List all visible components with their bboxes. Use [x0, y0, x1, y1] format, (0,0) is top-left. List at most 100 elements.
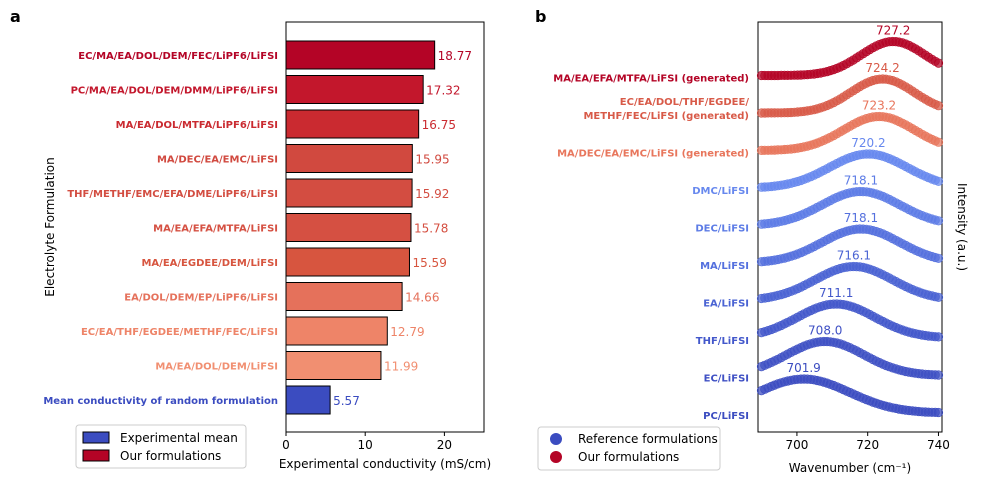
- value-label-1: 17.32: [426, 84, 460, 98]
- value-label-4: 15.92: [415, 187, 449, 201]
- peak-label-7: 723.2: [862, 99, 896, 113]
- point-5-54: [933, 216, 944, 226]
- point-2-54: [933, 332, 944, 342]
- series-name-4: MA/LiFSI: [700, 261, 749, 272]
- category-label-5: MA/EA/EFA/MTFA/LiFSI: [153, 224, 278, 235]
- value-label-6: 15.59: [412, 256, 446, 270]
- value-label-9: 11.99: [384, 360, 418, 374]
- x-tick-label-2: 20: [437, 438, 452, 452]
- category-label-4: THF/METHF/EMC/EFA/DME/LiPF6/LiFSI: [67, 189, 278, 200]
- b-x-tick-label-2: 740: [927, 438, 950, 452]
- point-8-54: [933, 101, 944, 111]
- series-4: [756, 224, 944, 267]
- peak-label-2: 711.1: [819, 286, 853, 300]
- panel-b-peak-labels: 701.9 708.0 711.1 716.1 718.1 718.1 720.2 723.2…: [786, 24, 910, 376]
- bar-9: [285, 351, 382, 380]
- x-tick-label-0: 0: [282, 438, 290, 452]
- panel-a-x-axis-title: Experimental conductivity (mS/cm): [279, 457, 491, 471]
- panel-a-label: a: [10, 7, 21, 26]
- bar-7: [285, 282, 403, 311]
- panel-b-x-ticks: 700 720 740: [785, 432, 950, 452]
- point-3-54: [933, 292, 944, 302]
- peak-label-5: 718.1: [844, 174, 878, 188]
- series-name-0: PC/LiFSI: [703, 411, 749, 422]
- panel-b-y-axis-title: Intensity (a.u.): [955, 183, 969, 271]
- panel-b-series-names: PC/LiFSI EC/LiFSI THF/LiFSI EA/LiFSI MA/LiFS…: [553, 74, 749, 423]
- category-label-2: MA/EA/DOL/MTFA/LiPF6/LiFSI: [116, 120, 278, 131]
- peak-label-3: 716.1: [837, 249, 871, 263]
- panel-b-legend-box: [537, 426, 721, 471]
- category-label-0: EC/MA/EA/DOL/DEM/FEC/LiPF6/LiFSI: [78, 51, 278, 62]
- b-legend-label-0: Reference formulations: [578, 432, 718, 446]
- series-9: [756, 36, 944, 81]
- series-name-8-line-1: EC/EA/DOL/THF/EGDEE/: [620, 97, 750, 108]
- bar-8: [285, 316, 388, 346]
- panel-a-category-labels: EC/MA/EA/DOL/DEM/FEC/LiPF6/LiFSI PC/MA/EA…: [43, 51, 278, 407]
- bar-1: [285, 75, 424, 104]
- category-label-6: MA/EA/EGDEE/DEM/LiFSI: [141, 258, 278, 269]
- series-0: [756, 374, 944, 418]
- legend-label-1: Our formulations: [120, 449, 221, 463]
- series-7: [756, 111, 944, 155]
- legend-label-0: Experimental mean: [120, 431, 238, 445]
- value-label-2: 16.75: [422, 118, 456, 132]
- category-label-1: PC/MA/EA/DOL/DEM/DMM/LiPF6/LiFSI: [71, 86, 278, 97]
- value-label-8: 12.79: [390, 325, 424, 339]
- panel-b-legend: Reference formulations Our formulations: [537, 426, 721, 471]
- panel-b-spectra-chart: b PC/LiFSI EC/LiFSI THF/LiFSI EA/LiFSI MA/Li…: [535, 7, 969, 475]
- value-label-5: 15.78: [414, 222, 448, 236]
- legend-swatch-1: [82, 449, 110, 462]
- point-0-54: [933, 407, 944, 418]
- peak-label-0: 701.9: [786, 361, 820, 375]
- bar-5: [285, 213, 412, 242]
- series-name-6: DMC/LiFSI: [692, 186, 749, 197]
- panel-b-label: b: [535, 7, 546, 26]
- peak-label-1: 708.0: [808, 324, 842, 338]
- bar-4: [285, 178, 413, 208]
- b-legend-marker-1: [550, 451, 562, 463]
- point-4-54: [933, 253, 944, 263]
- b-legend-label-1: Our formulations: [578, 450, 679, 464]
- panel-a-x-ticks: 0 10 20: [282, 432, 452, 452]
- bar-3: [285, 144, 413, 173]
- series-name-2: THF/LiFSI: [696, 336, 749, 347]
- panel-a-legend: Experimental mean Our formulations: [75, 424, 247, 469]
- panel-a-value-labels: 18.77 17.32 16.75 15.95 15.92 15.78 15.59 14.66…: [333, 49, 472, 408]
- series-name-3: EA/LiFSI: [703, 299, 749, 310]
- series-name-7: MA/DEC/EA/EMC/LiFSI (generated): [557, 149, 749, 160]
- peak-label-8: 724.2: [865, 61, 899, 75]
- panel-a-bar-chart: a EC/MA/EA/DOL/DEM/FEC/LiPF6/LiFSI PC/MA/…: [10, 7, 491, 471]
- point-7-54: [933, 137, 944, 147]
- panel-b-x-axis-title: Wavenumber (cm⁻¹): [789, 461, 911, 475]
- series-name-8-line-2: METHF/FEC/LiFSI (generated): [583, 111, 749, 122]
- bar-10: [285, 385, 331, 415]
- series-name-1: EC/LiFSI: [704, 374, 749, 385]
- point-9-54: [933, 58, 944, 68]
- category-label-8: EC/EA/THF/EGDEE/METHF/FEC/LiFSI: [81, 327, 278, 338]
- point-1-54: [933, 370, 944, 380]
- x-tick-label-1: 10: [358, 438, 373, 452]
- series-3: [756, 261, 944, 304]
- series-8: [756, 74, 944, 118]
- series-1: [756, 336, 944, 380]
- panel-a-bars: [285, 40, 436, 415]
- value-label-3: 15.95: [415, 153, 449, 167]
- category-label-9: MA/EA/DOL/DEM/LiFSI: [155, 362, 278, 373]
- panel-a-legend-box: [75, 424, 247, 469]
- b-x-tick-label-0: 700: [785, 438, 808, 452]
- value-label-10: 5.57: [333, 394, 360, 408]
- series-5: [756, 186, 944, 229]
- category-label-7: EA/DOL/DEM/EP/LiPF6/LiFSI: [124, 293, 278, 304]
- b-x-tick-label-1: 720: [856, 438, 879, 452]
- value-label-7: 14.66: [405, 291, 439, 305]
- b-legend-marker-0: [550, 433, 562, 445]
- series-2: [756, 299, 944, 342]
- bar-2: [285, 109, 420, 139]
- peak-label-4: 718.1: [844, 211, 878, 225]
- bar-6: [285, 247, 410, 277]
- panel-b-series: [756, 36, 944, 418]
- series-6: [756, 149, 944, 192]
- bar-0: [285, 40, 436, 70]
- peak-label-9: 727.2: [876, 24, 910, 38]
